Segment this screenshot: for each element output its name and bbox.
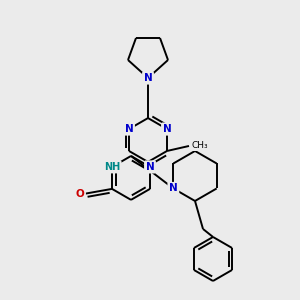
Text: N: N [146,162,154,172]
Text: N: N [163,124,171,134]
Text: N: N [124,124,134,134]
Text: NH: NH [104,162,120,172]
Text: CH₃: CH₃ [191,142,208,151]
Text: O: O [76,189,84,199]
Text: N: N [144,73,152,83]
Text: N: N [169,184,178,194]
